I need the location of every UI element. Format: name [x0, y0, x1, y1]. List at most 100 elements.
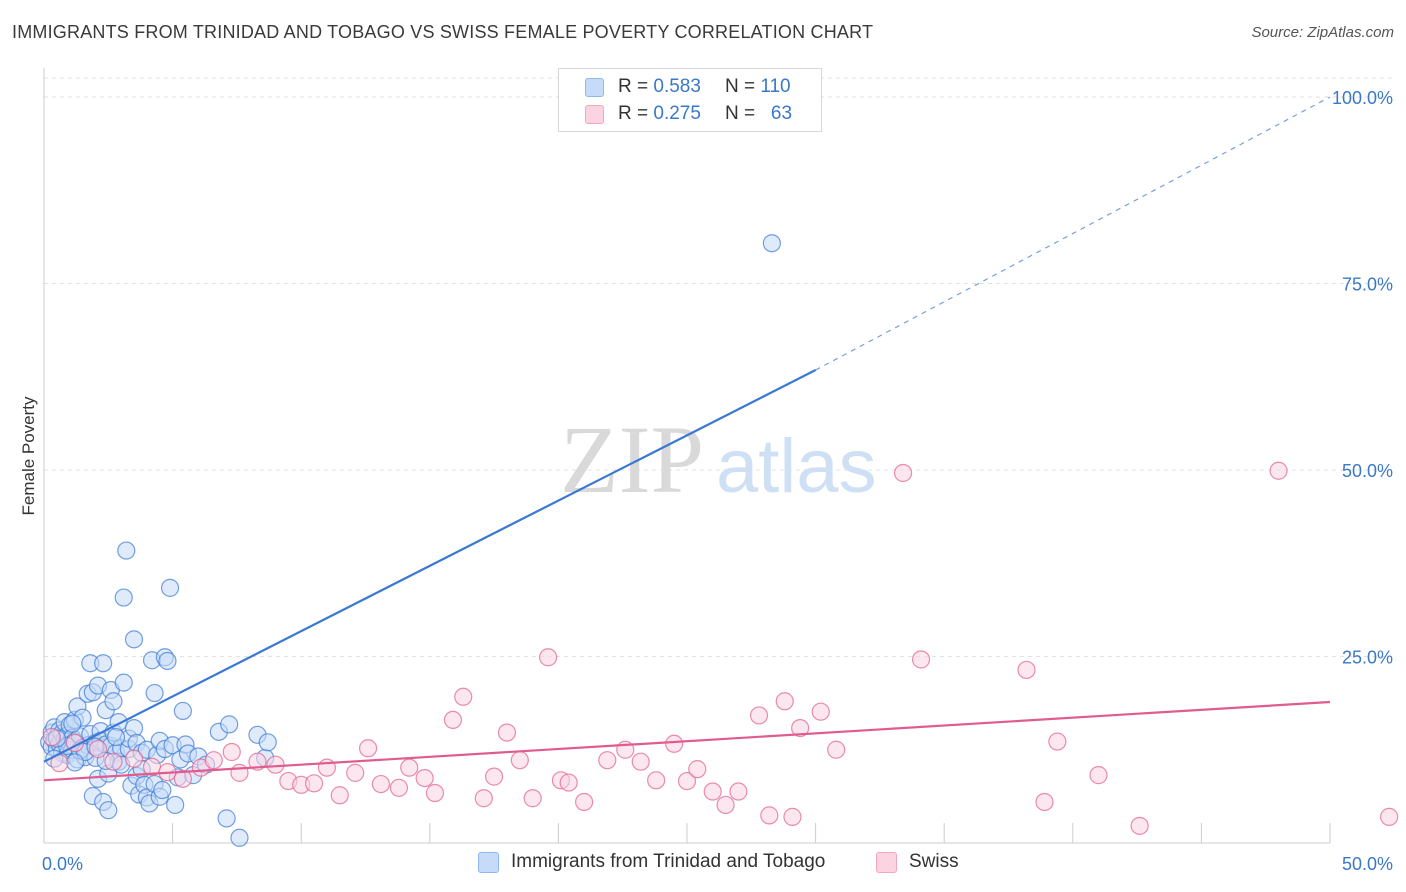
data-point [523, 789, 542, 808]
data-point [760, 806, 779, 825]
legend-r-value: 0.583 [653, 76, 701, 97]
data-point [1130, 816, 1149, 835]
data-point [677, 771, 697, 791]
data-point [230, 828, 249, 847]
data-point [539, 648, 558, 667]
data-point [158, 651, 177, 671]
y-tick-label: 100.0% [1332, 88, 1393, 108]
data-point [762, 234, 781, 253]
data-point [485, 767, 504, 786]
legend-row-swiss: R = 0.275 N = 63 [585, 101, 792, 127]
x-tick-label: 0.0% [42, 854, 83, 874]
data-point [160, 578, 180, 597]
data-point [647, 771, 666, 790]
data-point [893, 463, 913, 483]
data-point [88, 739, 108, 759]
legend-r-label: R = [618, 103, 649, 124]
data-point [117, 541, 136, 560]
data-point [145, 683, 164, 703]
grid-lines [44, 77, 1392, 657]
bottom-legend-label-trinidad: Immigrants from Trinidad and Tobago [511, 851, 826, 872]
data-point [665, 734, 684, 753]
data-point [358, 739, 378, 758]
bottom-legend-swatch-swiss [876, 851, 897, 873]
legend-swatch-swiss [585, 104, 604, 124]
data-point [109, 713, 128, 732]
data-point [204, 751, 223, 770]
data-point [598, 751, 617, 770]
data-point [631, 752, 650, 771]
data-point [575, 792, 594, 812]
data-point [510, 751, 529, 770]
data-point [99, 801, 118, 820]
series-swiss-points [42, 461, 1399, 835]
data-point [1089, 766, 1108, 785]
data-point [911, 650, 931, 669]
data-point [811, 702, 830, 721]
data-point [266, 755, 285, 774]
watermark: ZIP atlas [560, 406, 877, 513]
data-point [63, 714, 82, 733]
watermark-zip: ZIP [560, 406, 704, 513]
legend-r-label: R = [618, 76, 649, 97]
data-point [124, 719, 144, 738]
legend-n-label: N = [724, 76, 756, 97]
data-point [474, 789, 493, 808]
data-point [42, 727, 61, 747]
bottom-legend: Immigrants from Trinidad and Tobago Swis… [0, 851, 1406, 877]
data-point [497, 723, 517, 742]
data-point [258, 733, 277, 752]
legend-n-label: N = [724, 103, 756, 124]
data-point [443, 710, 463, 730]
x-tick-label: 50.0% [1342, 854, 1393, 874]
data-point [65, 753, 84, 772]
data-point [114, 588, 133, 607]
data-point [230, 763, 249, 782]
chart-source: Source: ZipAtlas.com [1251, 24, 1394, 41]
data-point [1035, 792, 1054, 812]
data-point [94, 654, 113, 673]
data-point [173, 701, 192, 721]
data-point [688, 760, 707, 779]
axes [43, 68, 1331, 844]
data-point [124, 630, 144, 649]
data-point [217, 809, 236, 828]
data-point [104, 692, 123, 711]
data-point [371, 774, 391, 794]
data-point [783, 807, 802, 826]
data-point [425, 783, 445, 803]
bottom-legend-label-swiss: Swiss [909, 851, 959, 872]
data-point [106, 727, 126, 747]
watermark-atlas: atlas [716, 424, 877, 509]
data-point [248, 752, 267, 771]
y-tick-label: 25.0% [1342, 648, 1393, 668]
data-point [827, 740, 846, 759]
data-point [400, 758, 419, 777]
tick-labels: 25.0% 50.0% 75.0% 100.0% 0.0% 50.0% [42, 88, 1393, 874]
data-point [222, 742, 241, 762]
y-tick-label: 50.0% [1342, 461, 1393, 481]
data-point [346, 763, 365, 782]
data-point [124, 749, 144, 768]
legend: R = 0.583 N = 110 R = 0.275 N = 63 [558, 68, 822, 132]
data-point [220, 715, 239, 734]
data-point [729, 782, 748, 801]
data-point [166, 795, 185, 815]
y-axis-label: Female Poverty [19, 396, 38, 516]
data-point [304, 774, 324, 793]
trendline-swiss [43, 700, 1331, 782]
data-point [330, 786, 349, 805]
bottom-legend-item-swiss: Swiss [876, 851, 959, 873]
data-point [1380, 807, 1399, 826]
trendline-trinidad-extension [815, 96, 1331, 371]
chart-title: IMMIGRANTS FROM TRINIDAD AND TOBAGO VS S… [12, 22, 874, 42]
legend-swatch-trinidad [585, 77, 604, 97]
legend-n-value: 110 [760, 76, 791, 97]
data-point [454, 687, 473, 706]
data-point [749, 706, 769, 725]
data-point [389, 778, 409, 797]
data-point [173, 769, 192, 788]
data-point [415, 768, 434, 788]
data-point [114, 673, 133, 692]
